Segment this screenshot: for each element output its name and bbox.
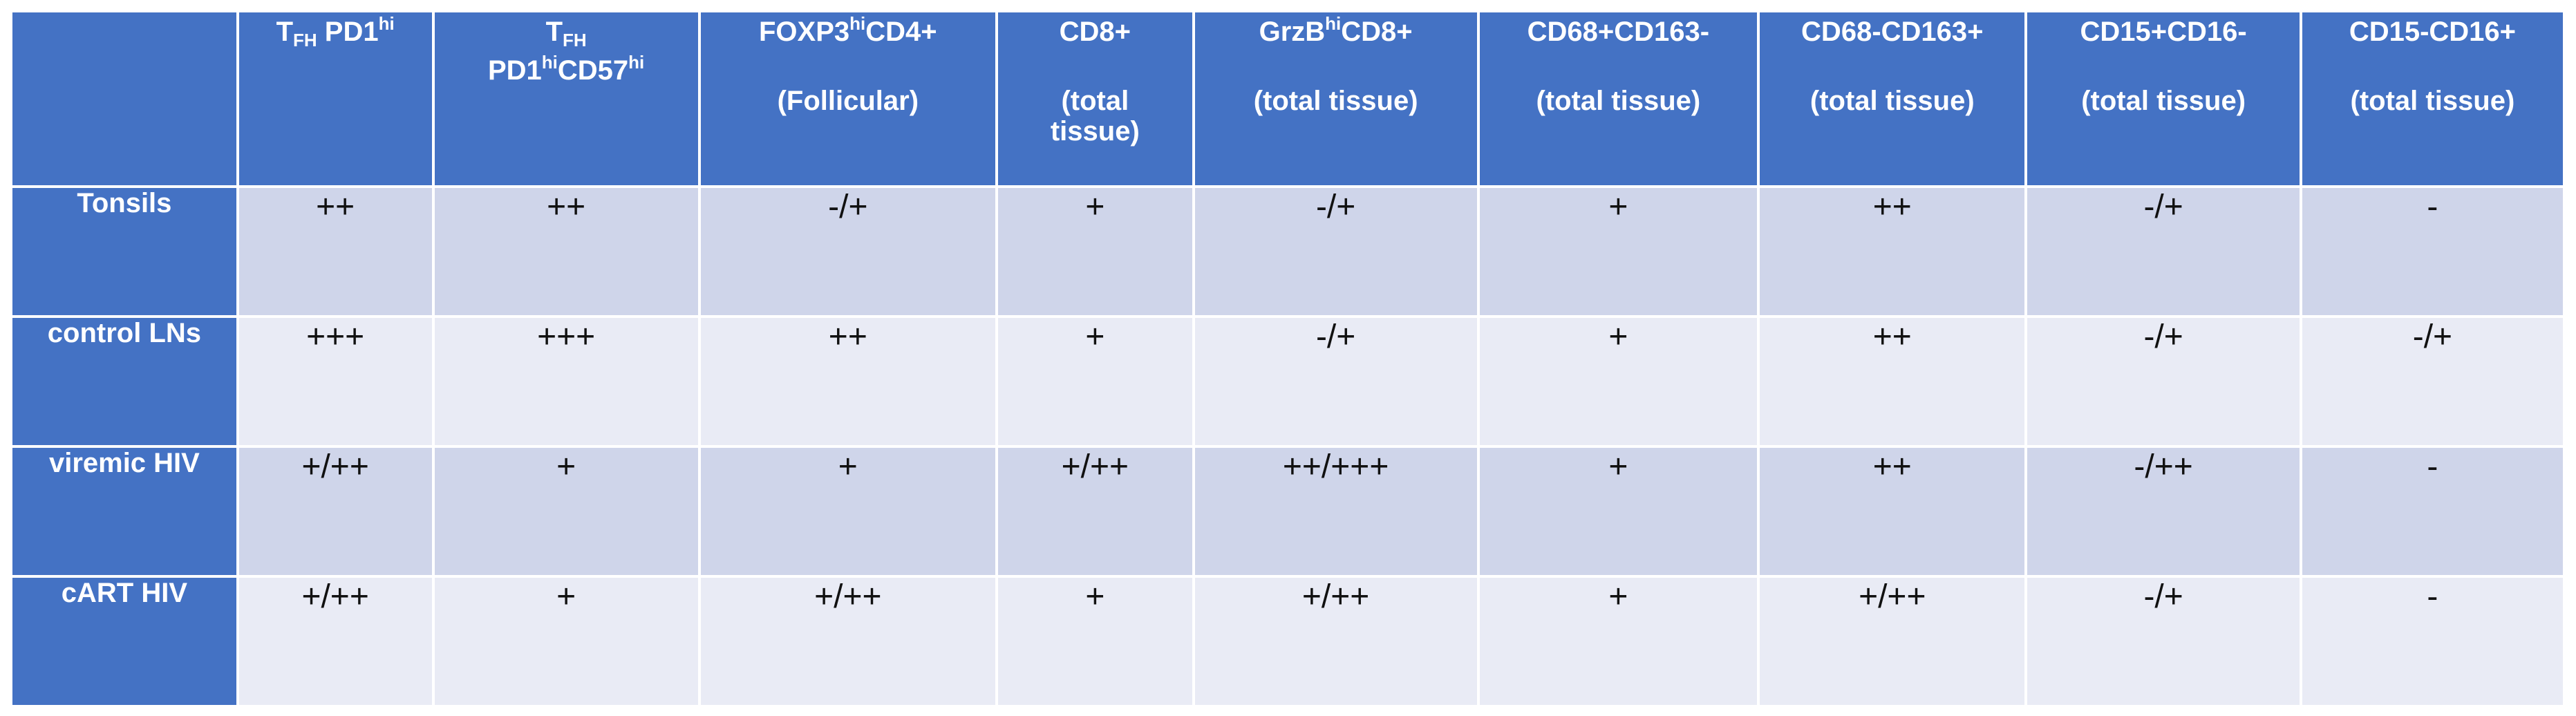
table-cell-cd68p-cd163m: + — [1476, 445, 1760, 578]
table-cell-tfh-pd1: +++ — [236, 315, 435, 448]
table-cell-cd15p-cd16m: -/+ — [2024, 315, 2302, 448]
table-cell-cd68p-cd163m: + — [1476, 185, 1760, 318]
table-row: cART HIV +/++ + +/++ + +/++ + +/++ -/+ - — [10, 575, 2566, 708]
column-header-cd15m-cd16p: CD15-CD16+ (total tissue) — [2299, 10, 2566, 188]
marker-table: TFH PD1hi TFH PD1hiCD57hi FOXP3hiCD4+ (F… — [10, 10, 2566, 708]
table-cell-cd8: + — [995, 185, 1195, 318]
column-header-tfh-pd1-cd57: TFH PD1hiCD57hi — [431, 10, 701, 188]
table-cell-cd68m-cd163p: ++ — [1757, 445, 2028, 578]
table-cell-cd15p-cd16m: -/++ — [2024, 445, 2302, 578]
table-cell-tfh-pd1: +/++ — [236, 575, 435, 708]
table-cell-grzb-cd8: ++/+++ — [1192, 445, 1480, 578]
table-cell-tfh-pd1-cd57: +++ — [431, 315, 701, 448]
row-header: control LNs — [10, 315, 239, 448]
table-cell-cd15m-cd16p: - — [2299, 185, 2566, 318]
column-header-foxp3-cd4: FOXP3hiCD4+ (Follicular) — [697, 10, 998, 188]
table-cell-cd15p-cd16m: -/+ — [2024, 575, 2302, 708]
column-header-cd68p-cd163m: CD68+CD163- (total tissue) — [1476, 10, 1760, 188]
table-cell-tfh-pd1-cd57: ++ — [431, 185, 701, 318]
column-header-cd15p-cd16m: CD15+CD16- (total tissue) — [2024, 10, 2302, 188]
table-cell-cd68p-cd163m: + — [1476, 315, 1760, 448]
header-corner-cell — [10, 10, 239, 188]
table-cell-grzb-cd8: +/++ — [1192, 575, 1480, 708]
row-header: cART HIV — [10, 575, 239, 708]
column-header-cd8: CD8+ (total tissue) — [995, 10, 1195, 188]
table-cell-grzb-cd8: -/+ — [1192, 185, 1480, 318]
table-cell-grzb-cd8: -/+ — [1192, 315, 1480, 448]
table-cell-cd68p-cd163m: + — [1476, 575, 1760, 708]
table-cell-foxp3-cd4: -/+ — [697, 185, 998, 318]
table-cell-cd68m-cd163p: ++ — [1757, 315, 2028, 448]
table-cell-cd68m-cd163p: +/++ — [1757, 575, 2028, 708]
table-cell-foxp3-cd4: + — [697, 445, 998, 578]
table-cell-tfh-pd1-cd57: + — [431, 575, 701, 708]
table-cell-foxp3-cd4: +/++ — [697, 575, 998, 708]
table-cell-cd8: + — [995, 315, 1195, 448]
table-cell-cd15m-cd16p: - — [2299, 575, 2566, 708]
marker-table-container: TFH PD1hi TFH PD1hiCD57hi FOXP3hiCD4+ (F… — [10, 10, 2566, 708]
table-cell-tfh-pd1-cd57: + — [431, 445, 701, 578]
table-cell-cd68m-cd163p: ++ — [1757, 185, 2028, 318]
header-row: TFH PD1hi TFH PD1hiCD57hi FOXP3hiCD4+ (F… — [10, 10, 2566, 188]
table-row: viremic HIV +/++ + + +/++ ++/+++ + ++ -/++ - — [10, 445, 2566, 578]
table-cell-tfh-pd1: +/++ — [236, 445, 435, 578]
row-header: Tonsils — [10, 185, 239, 318]
column-header-cd68m-cd163p: CD68-CD163+ (total tissue) — [1757, 10, 2028, 188]
table-cell-foxp3-cd4: ++ — [697, 315, 998, 448]
table-cell-cd8: +/++ — [995, 445, 1195, 578]
column-header-tfh-pd1: TFH PD1hi — [236, 10, 435, 188]
table-cell-cd8: + — [995, 575, 1195, 708]
table-cell-cd15m-cd16p: -/+ — [2299, 315, 2566, 448]
row-header: viremic HIV — [10, 445, 239, 578]
table-body: Tonsils ++ ++ -/+ + -/+ + ++ -/+ - control LNs +++ +… — [10, 185, 2566, 708]
table-cell-cd15m-cd16p: - — [2299, 445, 2566, 578]
column-header-grzb-cd8: GrzBhiCD8+ (total tissue) — [1192, 10, 1480, 188]
table-cell-tfh-pd1: ++ — [236, 185, 435, 318]
table-row: Tonsils ++ ++ -/+ + -/+ + ++ -/+ - — [10, 185, 2566, 318]
table-row: control LNs +++ +++ ++ + -/+ + ++ -/+ -/+ — [10, 315, 2566, 448]
table-cell-cd15p-cd16m: -/+ — [2024, 185, 2302, 318]
